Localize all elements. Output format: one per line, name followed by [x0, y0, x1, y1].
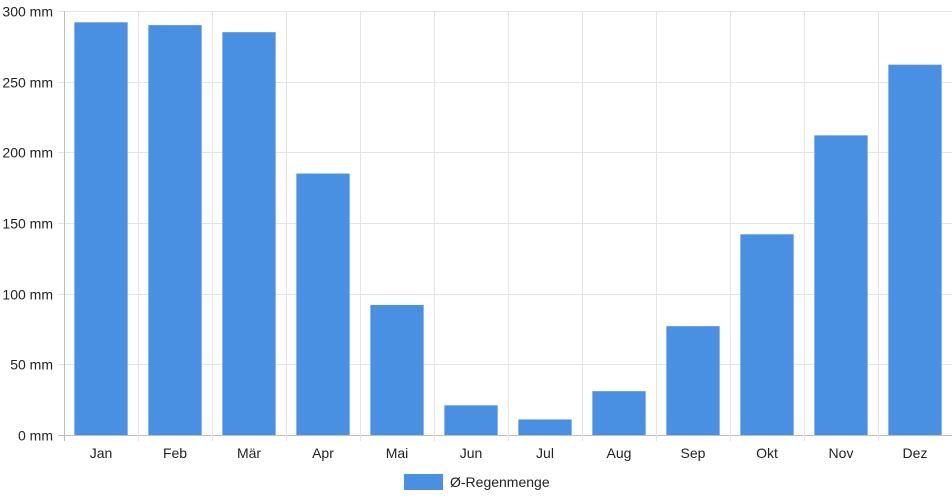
bar-jan[interactable] [74, 22, 128, 435]
y-tick-label: 250 mm [2, 75, 53, 91]
grid-lines [58, 11, 952, 441]
x-tick-label: Apr [312, 445, 334, 461]
y-tick-label: 150 mm [2, 216, 53, 232]
bar-okt[interactable] [740, 234, 794, 435]
bar-series [74, 22, 942, 436]
legend-label: Ø-Regenmenge [450, 474, 550, 490]
x-tick-label: Mai [386, 445, 409, 461]
x-tick-label: Jul [536, 445, 554, 461]
legend[interactable]: Ø-Regenmenge [404, 474, 550, 490]
y-tick-label: 300 mm [2, 4, 53, 20]
x-tick-label: Sep [681, 445, 706, 461]
x-tick-label: Okt [756, 445, 778, 461]
y-axis: 0 mm 50 mm 100 mm 150 mm 200 mm 250 mm 300 mm [2, 4, 53, 444]
bar-jul[interactable] [518, 419, 572, 435]
bar-nov[interactable] [814, 135, 868, 435]
x-axis: Jan Feb Mär Apr Mai Jun Jul Aug Sep Okt Nov Dez [90, 445, 928, 461]
bar-aug[interactable] [592, 391, 646, 435]
bar-sep[interactable] [666, 326, 720, 435]
bar-jun[interactable] [444, 405, 498, 435]
x-tick-label: Dez [903, 445, 928, 461]
y-tick-label: 0 mm [18, 428, 53, 444]
bar-apr[interactable] [296, 173, 350, 436]
x-tick-label: Nov [829, 445, 854, 461]
y-tick-label: 100 mm [2, 287, 53, 303]
bar-dez[interactable] [888, 64, 942, 435]
bar-mai[interactable] [370, 304, 424, 435]
x-tick-label: Jun [460, 445, 483, 461]
x-tick-label: Aug [607, 445, 632, 461]
x-tick-label: Mär [237, 445, 261, 461]
bar-feb[interactable] [148, 25, 202, 436]
bar-mär[interactable] [222, 32, 276, 435]
x-tick-label: Jan [90, 445, 113, 461]
y-tick-label: 50 mm [10, 357, 53, 373]
x-tick-label: Feb [163, 445, 187, 461]
legend-swatch [404, 474, 443, 490]
y-tick-label: 200 mm [2, 145, 53, 161]
